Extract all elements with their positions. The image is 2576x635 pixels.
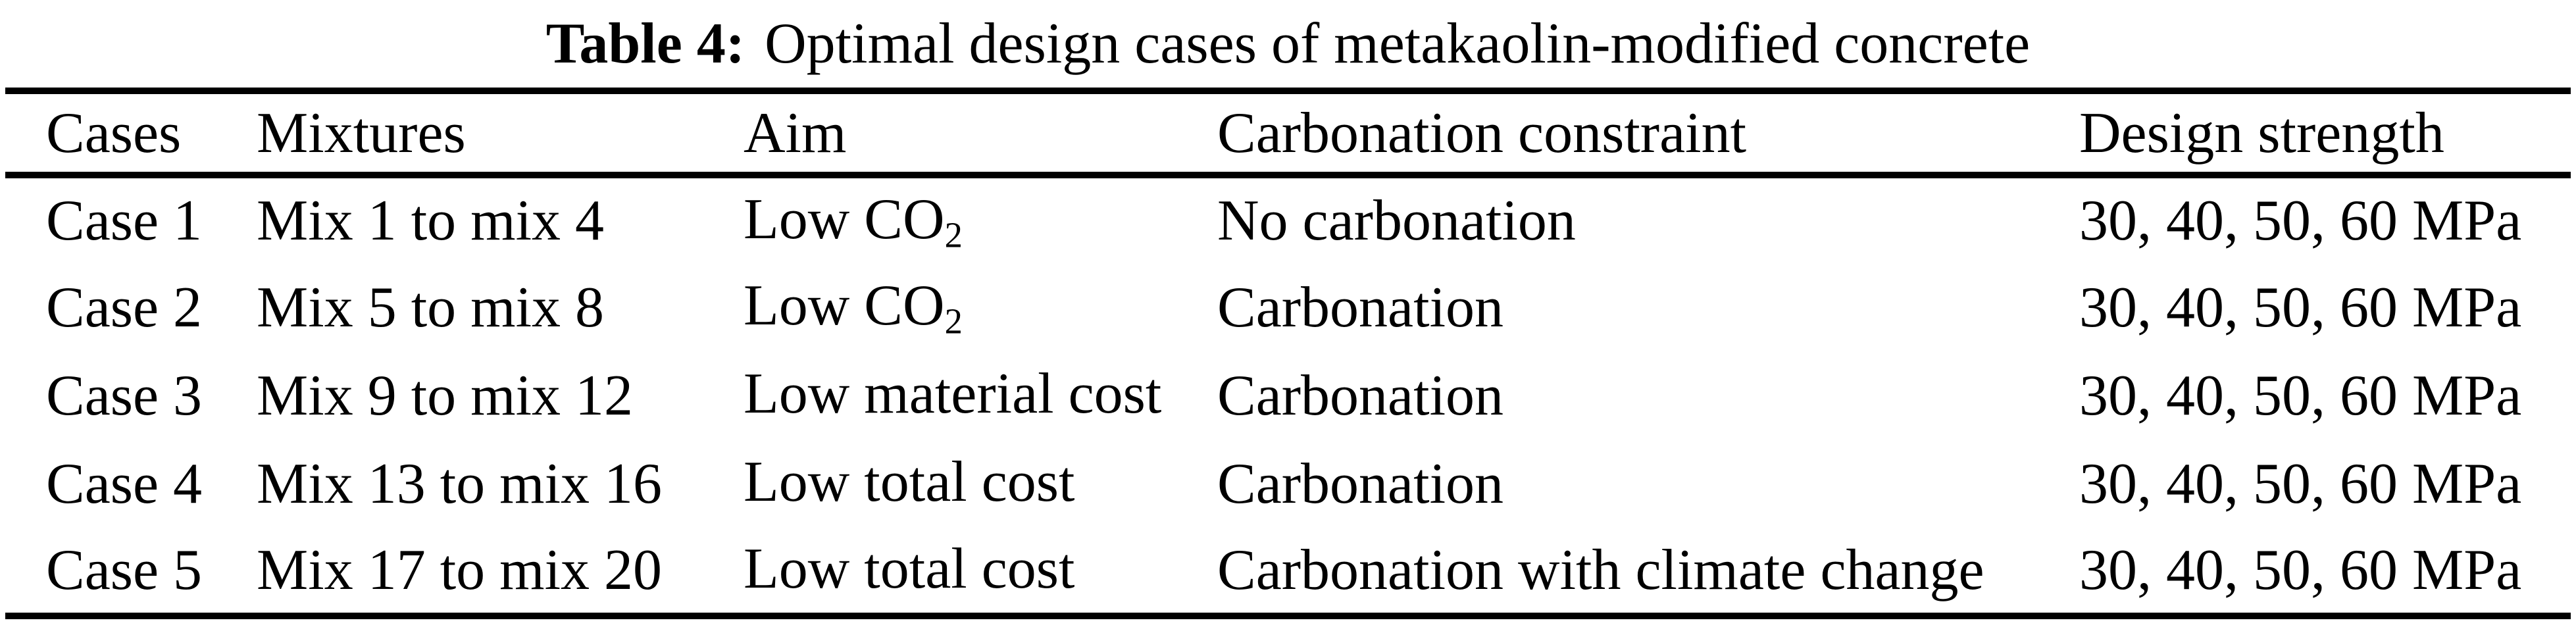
cell-design-strength: 30, 40, 50, 60 MPa: [2079, 275, 2522, 340]
table-row: Case 5 Mix 17 to mix 20 Low total cost C…: [5, 528, 2571, 616]
cell-design-strength: 30, 40, 50, 60 MPa: [2079, 451, 2522, 516]
cell-mixtures: Mix 17 to mix 20: [257, 538, 663, 602]
cell-carbonation-constraint: Carbonation with climate change: [1217, 538, 1984, 602]
cell-design-strength: 30, 40, 50, 60 MPa: [2079, 538, 2522, 602]
cell-mixtures: Mix 9 to mix 12: [257, 363, 634, 428]
cell-carbonation-constraint: No carbonation: [1217, 189, 1576, 253]
cell-carbonation-constraint: Carbonation: [1217, 363, 1504, 428]
col-header-aim: Aim: [744, 101, 847, 165]
cell-mixtures: Mix 13 to mix 16: [257, 451, 663, 516]
cell-case: Case 4: [46, 451, 203, 516]
cell-aim: Low material cost: [744, 351, 1217, 440]
cell-case: Case 2: [46, 275, 203, 340]
aim-text: Low CO: [744, 187, 945, 251]
table-row: Case 4 Mix 13 to mix 16 Low total cost C…: [5, 440, 2571, 528]
table-row: Case 3 Mix 9 to mix 12 Low material cost…: [5, 351, 2571, 440]
aim-subscript: 2: [944, 215, 963, 255]
col-header-cases: Cases: [46, 101, 182, 165]
optimal-design-cases-table: Cases Mixtures Aim Carbonation constrain…: [5, 88, 2571, 619]
table-caption-text: Optimal design cases of metakaolin-modif…: [765, 11, 2031, 76]
cell-case: Case 5: [46, 538, 203, 602]
cell-design-strength: 30, 40, 50, 60 MPa: [2079, 189, 2522, 253]
col-header-carbonation-constraint: Carbonation constraint: [1217, 101, 1747, 165]
aim-text: Low total cost: [744, 450, 1075, 515]
aim-text: Low material cost: [744, 362, 1162, 426]
cell-carbonation-constraint: Carbonation: [1217, 451, 1504, 516]
col-header-design-strength: Design strength: [2079, 101, 2444, 165]
cell-case: Case 1: [46, 189, 203, 253]
cell-design-strength: 30, 40, 50, 60 MPa: [2079, 363, 2522, 428]
cell-aim: Low CO2: [744, 175, 1217, 263]
col-header-mixtures: Mixtures: [257, 101, 466, 165]
table-row: Case 2 Mix 5 to mix 8 Low CO2 Carbonatio…: [5, 263, 2571, 351]
header-row: Cases Mixtures Aim Carbonation constrain…: [5, 91, 2571, 175]
cell-mixtures: Mix 5 to mix 8: [257, 275, 605, 340]
cell-mixtures: Mix 1 to mix 4: [257, 189, 605, 253]
cell-aim: Low CO2: [744, 263, 1217, 351]
cell-aim: Low total cost: [744, 440, 1217, 528]
aim-subscript: 2: [944, 301, 963, 342]
cell-carbonation-constraint: Carbonation: [1217, 275, 1504, 340]
table-caption-label: Table 4:: [545, 11, 745, 76]
aim-text: Low total cost: [744, 536, 1075, 601]
cell-aim: Low total cost: [744, 528, 1217, 616]
cell-case: Case 3: [46, 363, 203, 428]
table-header: Cases Mixtures Aim Carbonation constrain…: [5, 91, 2571, 175]
table-caption: Table 4: Optimal design cases of metakao…: [0, 0, 2576, 88]
table-row: Case 1 Mix 1 to mix 4 Low CO2 No carbona…: [5, 175, 2571, 263]
aim-text: Low CO: [744, 274, 945, 338]
table-body: Case 1 Mix 1 to mix 4 Low CO2 No carbona…: [5, 175, 2571, 616]
